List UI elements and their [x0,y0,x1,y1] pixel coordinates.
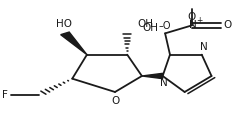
Polygon shape [61,32,87,55]
Polygon shape [142,73,163,79]
Text: F: F [2,90,8,100]
Text: HO: HO [56,19,72,29]
Text: OH: OH [137,19,153,29]
Text: N: N [188,20,196,30]
Text: O: O [188,12,196,22]
Text: N: N [200,42,208,52]
Text: N: N [160,78,168,88]
Text: O: O [223,20,232,30]
Text: OH: OH [142,23,158,33]
Text: +: + [196,16,203,24]
Text: –O: –O [158,21,171,31]
Text: O: O [111,96,119,106]
